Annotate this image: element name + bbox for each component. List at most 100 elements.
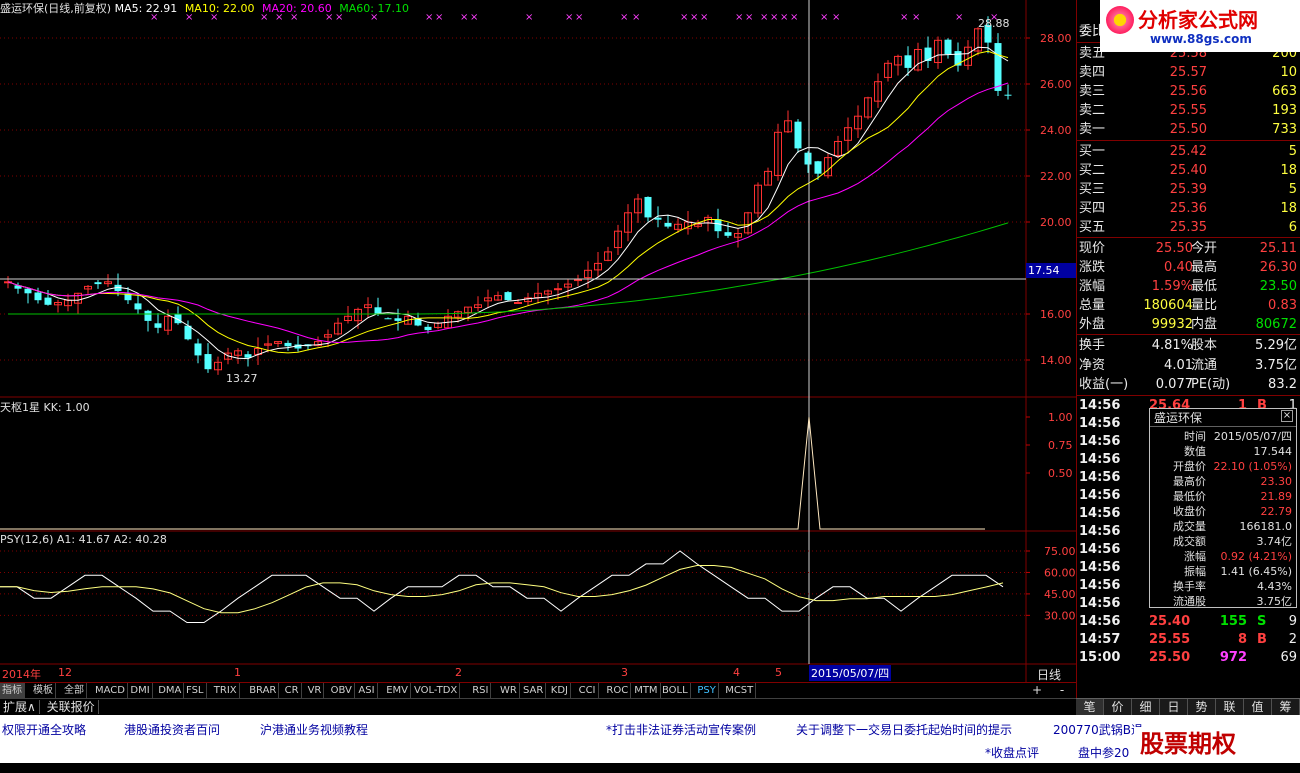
tick-volume: 8 — [1237, 632, 1247, 647]
tooltip-key: 成交量 — [1173, 520, 1206, 533]
candle-body — [24, 288, 32, 294]
stat-value: 180604 — [1143, 298, 1193, 313]
tooltip-row: 换手率 4.43% — [1150, 579, 1296, 594]
news-link[interactable]: *收盘点评 — [985, 746, 1040, 760]
indicator-tab[interactable]: VR — [306, 683, 325, 699]
psy-a1-line — [0, 550, 1004, 623]
candle-body — [234, 350, 242, 356]
candle-body — [914, 49, 922, 71]
related-quote-tab[interactable]: 关联报价 — [43, 700, 99, 714]
detail-tab[interactable]: 日 — [1160, 699, 1188, 716]
indicator-tab[interactable]: BOLL — [660, 683, 691, 699]
indicator-tab[interactable]: CR — [283, 683, 302, 699]
indicator-tab[interactable]: RSI — [470, 683, 492, 699]
signal-marker: × — [820, 12, 828, 23]
order-price: 25.55 — [1169, 103, 1207, 118]
psy-tick-label: 60.00 — [1044, 566, 1076, 579]
indicator-tab[interactable]: DMI — [128, 683, 153, 699]
low-annotation: 13.27 — [226, 372, 258, 385]
news-link[interactable]: 盘中参20 — [1078, 746, 1130, 760]
candle-body — [384, 318, 392, 320]
candle-body — [764, 170, 772, 186]
news-link[interactable]: 关于调整下一交易日委托起始时间的提示 — [796, 723, 1013, 737]
news-link[interactable]: 沪港通业务视频教程 — [260, 723, 369, 737]
indicator-tab[interactable]: 全部 — [62, 683, 87, 699]
data-tooltip: 盛运环保 × 时间 2015/05/07/四 数值 17.544 开盘价 22.10 (1… — [1149, 408, 1297, 608]
detail-tab[interactable]: 筹 — [1272, 699, 1300, 716]
tick-time: 14:56 — [1079, 524, 1121, 539]
psy-tick-label: 30.00 — [1044, 609, 1076, 622]
candle-body — [844, 127, 852, 141]
sell-row: 卖四 25.57 10 — [1077, 63, 1300, 82]
candle-body — [944, 39, 952, 55]
expand-tab[interactable]: 扩展∧ — [0, 700, 40, 714]
candle-body — [154, 323, 162, 328]
candle-body — [264, 343, 272, 346]
price-grid — [0, 37, 1030, 361]
indicator-tab[interactable]: ASI — [356, 683, 378, 699]
order-label: 买五 — [1079, 220, 1106, 235]
detail-tab[interactable]: 值 — [1244, 699, 1272, 716]
zoom-in-button[interactable]: + — [1032, 683, 1043, 697]
ma60-line — [8, 222, 1009, 315]
tick-volume: 972 — [1219, 650, 1247, 665]
tooltip-row: 成交额 3.74亿 — [1150, 534, 1296, 549]
indicator-tab[interactable]: CCI — [577, 683, 599, 699]
candle-body — [494, 295, 502, 301]
candle-body — [614, 230, 622, 249]
indicator-tab[interactable]: ROC — [604, 683, 632, 699]
news-link[interactable]: *打击非法证券活动宣传案例 — [606, 723, 757, 737]
tick-time: 14:56 — [1079, 596, 1121, 611]
indicator-tab[interactable]: KDJ — [549, 683, 572, 699]
tick-time: 14:56 — [1079, 434, 1121, 449]
signal-marker: × — [575, 12, 583, 23]
indicator-tab[interactable]: FSL — [184, 683, 207, 699]
stat-row: 涨跌 0.40 最高 26.30 — [1077, 258, 1300, 277]
stat-label: 流通 — [1191, 357, 1218, 373]
candle-body — [954, 51, 962, 66]
tooltip-title: 盛运环保 × — [1150, 409, 1296, 427]
zoom-out-button[interactable]: - — [1059, 683, 1065, 697]
ma20-line — [7, 82, 1009, 344]
period-label[interactable]: 日线 — [1037, 668, 1062, 682]
indicator-tab[interactable]: PSY — [695, 683, 719, 699]
detail-tab[interactable]: 势 — [1188, 699, 1216, 716]
news-link[interactable]: 200770武锅B退 — [1053, 723, 1144, 737]
indicator-tab[interactable]: 指标 — [0, 683, 25, 699]
stat-row: 总量 180604 量比 0.83 — [1077, 296, 1300, 315]
tick-price: 25.50 — [1149, 650, 1191, 665]
tick-time: 14:56 — [1079, 470, 1121, 485]
indicator2-title: PSY(12,6) A1: 41.67 A2: 40.28 — [0, 533, 167, 546]
candle-body — [104, 281, 112, 285]
indicator-tab[interactable]: SAR — [521, 683, 547, 699]
detail-tab[interactable]: 联 — [1216, 699, 1244, 716]
indicator-tab[interactable]: TRIX — [212, 683, 240, 699]
indicator-tab[interactable]: OBV — [329, 683, 355, 699]
indicator-tab[interactable]: MCST — [723, 683, 757, 699]
indicator-tab[interactable]: MTM — [632, 683, 661, 699]
detail-tab[interactable]: 细 — [1132, 699, 1160, 716]
stat-value: 0.83 — [1268, 298, 1297, 313]
detail-tab[interactable]: 价 — [1104, 699, 1132, 716]
detail-tab[interactable]: 笔 — [1076, 699, 1104, 716]
close-icon[interactable]: × — [1281, 410, 1293, 422]
order-price: 25.50 — [1169, 122, 1207, 137]
indicator-tab[interactable]: 模板 — [31, 683, 56, 699]
kline-header: 盛运环保(日线,前复权) MA5: 22.91 MA10: 22.00 MA20… — [0, 0, 409, 16]
candle-body — [984, 24, 992, 43]
stat-value: 23.50 — [1259, 279, 1297, 294]
indicator-tab[interactable]: MACD — [93, 683, 128, 699]
news-link[interactable]: 港股通投资者百问 — [124, 723, 221, 737]
signal-marker: × — [290, 12, 298, 23]
indicator-tab[interactable]: DMA — [156, 683, 185, 699]
indicator-tab[interactable]: BRAR — [247, 683, 280, 699]
candle-body — [974, 28, 982, 52]
news-link[interactable]: 权限开通全攻略 — [2, 723, 87, 737]
signal-marker: × — [150, 12, 158, 23]
stat-row: 净资 4.01 流通 3.75亿 — [1077, 356, 1300, 375]
candle-body — [374, 307, 382, 314]
indicator-tab[interactable]: EMV — [384, 683, 411, 699]
indicator-tab[interactable]: WR — [498, 683, 520, 699]
indicator-tab[interactable]: VOL-TDX — [412, 683, 461, 699]
